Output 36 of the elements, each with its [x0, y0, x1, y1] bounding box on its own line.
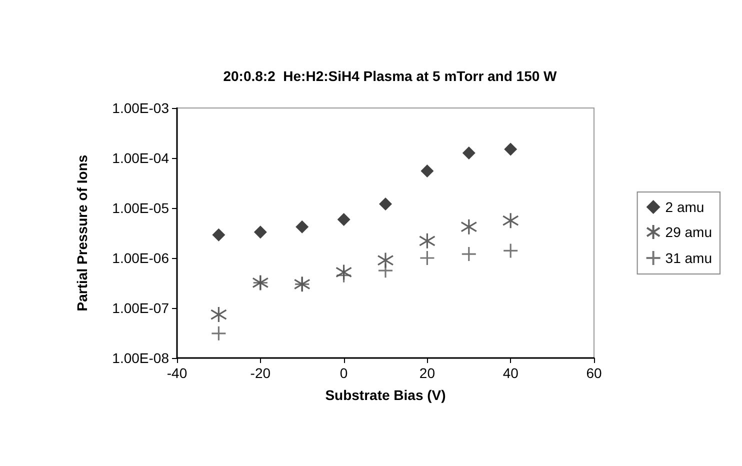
legend-label: 2 amu [665, 199, 704, 215]
y-tick-label: 1.00E-03 [112, 100, 170, 116]
x-tick-label: 60 [586, 365, 602, 381]
point [502, 242, 518, 258]
point [296, 220, 309, 234]
point [419, 250, 435, 266]
y-tick-label: 1.00E-07 [112, 300, 170, 316]
legend-label: 29 amu [665, 224, 712, 240]
x-tick-label: 20 [419, 365, 436, 381]
x-axis-title: Substrate Bias (V) [325, 387, 446, 403]
legend-label: 31 amu [665, 250, 712, 266]
point [210, 306, 227, 323]
x-tick-label: 40 [502, 365, 519, 381]
y-tick-label: 1.00E-04 [112, 150, 170, 166]
point [502, 212, 519, 229]
y-axis-title: Partial Pressure of Ions [74, 154, 90, 312]
point [254, 226, 267, 239]
chart-title: 20:0.8:2 He:H2:SiH4 Plasma at 5 mTorr and 150 W [223, 68, 558, 84]
point [378, 262, 394, 278]
point [420, 164, 434, 178]
x-tick-label: -20 [250, 365, 271, 381]
point [462, 146, 476, 160]
x-tick-label: 0 [340, 365, 348, 381]
x-tick-label: -40 [166, 365, 188, 381]
point [504, 142, 518, 156]
point [210, 326, 226, 342]
y-tick-label: 1.00E-05 [112, 200, 170, 216]
point [460, 218, 478, 236]
point [336, 268, 352, 284]
point [418, 232, 436, 250]
y-tick-label: 1.00E-08 [112, 350, 170, 366]
y-tick-label: 1.00E-06 [112, 250, 170, 266]
point [337, 212, 350, 226]
point [461, 246, 477, 262]
point [379, 198, 392, 211]
point [212, 228, 226, 242]
